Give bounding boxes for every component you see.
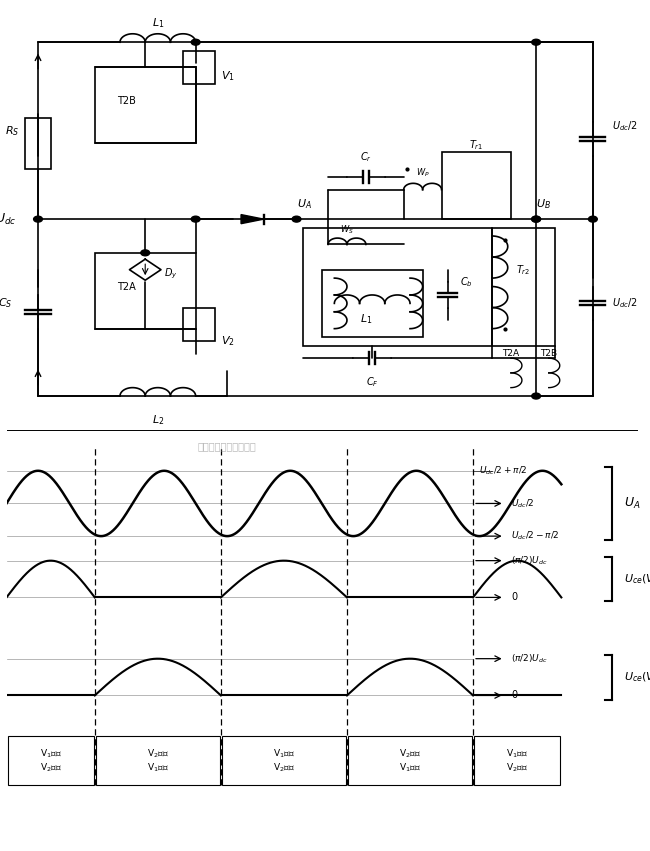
Bar [95, 67, 196, 143]
Text: $L_1$: $L_1$ [359, 311, 372, 326]
Text: 杭州将睿科技有限公司: 杭州将睿科技有限公司 [198, 442, 257, 451]
Bar [95, 253, 196, 328]
Bar [492, 227, 555, 346]
Circle shape [191, 39, 200, 45]
Circle shape [141, 250, 150, 256]
Bar [322, 270, 422, 337]
Text: $C_F$: $C_F$ [366, 375, 378, 389]
Text: V$_2$导通
V$_1$关断: V$_2$导通 V$_1$关断 [147, 747, 169, 774]
Text: $W_P$: $W_P$ [416, 167, 430, 179]
Bar [25, 118, 51, 168]
Text: $U_{ce}(V_1)$: $U_{ce}(V_1)$ [625, 572, 650, 585]
Text: $U_{dc}/2$: $U_{dc}/2$ [612, 296, 638, 311]
Text: $T_{r1}$: $T_{r1}$ [469, 138, 484, 151]
Text: $U_{dc}/2+\pi/2$: $U_{dc}/2+\pi/2$ [480, 465, 528, 477]
Text: 0: 0 [511, 690, 517, 700]
Text: 0: 0 [511, 592, 517, 603]
Text: $L_1$: $L_1$ [151, 16, 164, 30]
Text: T2A: T2A [117, 282, 136, 292]
Bar [303, 227, 492, 346]
Circle shape [191, 216, 200, 222]
Text: $L_2$: $L_2$ [151, 413, 164, 426]
Text: $C_r$: $C_r$ [360, 151, 372, 164]
Text: $U_{dc}$: $U_{dc}$ [0, 212, 16, 226]
Text: V$_2$导通
V$_1$关断: V$_2$导通 V$_1$关断 [399, 747, 421, 774]
Bar [222, 736, 346, 785]
Text: T2A: T2A [502, 350, 519, 358]
Text: T2B: T2B [540, 350, 557, 358]
Text: $C_S$: $C_S$ [0, 296, 13, 311]
Bar [96, 736, 220, 785]
Bar [8, 736, 94, 785]
Circle shape [532, 216, 541, 222]
Text: $U_A$: $U_A$ [625, 496, 641, 511]
Circle shape [532, 393, 541, 399]
Text: $U_{ce}(V_1)$: $U_{ce}(V_1)$ [625, 671, 650, 684]
Text: V$_1$导通
V$_2$关断: V$_1$导通 V$_2$关断 [506, 747, 528, 774]
Circle shape [292, 216, 301, 222]
Text: $U_A$: $U_A$ [296, 197, 311, 211]
Bar [474, 736, 560, 785]
Text: V$_1$导通
V$_2$关断: V$_1$导通 V$_2$关断 [273, 747, 295, 774]
Text: $T_{r2}$: $T_{r2}$ [516, 263, 530, 277]
Text: $D_y$: $D_y$ [164, 266, 177, 281]
Text: $U_{dc}/2$: $U_{dc}/2$ [511, 497, 534, 510]
Text: T2B: T2B [117, 96, 136, 106]
Circle shape [532, 216, 541, 222]
Bar [348, 736, 472, 785]
Circle shape [532, 39, 541, 45]
Circle shape [34, 216, 42, 222]
Text: $W_S$: $W_S$ [340, 224, 354, 236]
Text: V$_1$导通
V$_2$关断: V$_1$导通 V$_2$关断 [40, 747, 62, 774]
Text: $(\pi/2)U_{dc}$: $(\pi/2)U_{dc}$ [511, 554, 548, 567]
Text: $U_B$: $U_B$ [536, 197, 551, 211]
Bar [183, 307, 214, 341]
Text: $U_{dc}/2-\pi/2$: $U_{dc}/2-\pi/2$ [511, 530, 560, 542]
Text: $V_1$: $V_1$ [221, 69, 235, 83]
Circle shape [588, 216, 597, 222]
Text: $(\pi/2)U_{dc}$: $(\pi/2)U_{dc}$ [511, 653, 548, 665]
Text: $R_S$: $R_S$ [5, 123, 19, 138]
Bar [183, 51, 214, 84]
Bar [441, 151, 511, 219]
Text: $U_{dc}/2$: $U_{dc}/2$ [612, 119, 638, 134]
Polygon shape [241, 214, 264, 224]
Text: $V_2$: $V_2$ [221, 334, 235, 348]
Text: $C_b$: $C_b$ [460, 276, 473, 289]
